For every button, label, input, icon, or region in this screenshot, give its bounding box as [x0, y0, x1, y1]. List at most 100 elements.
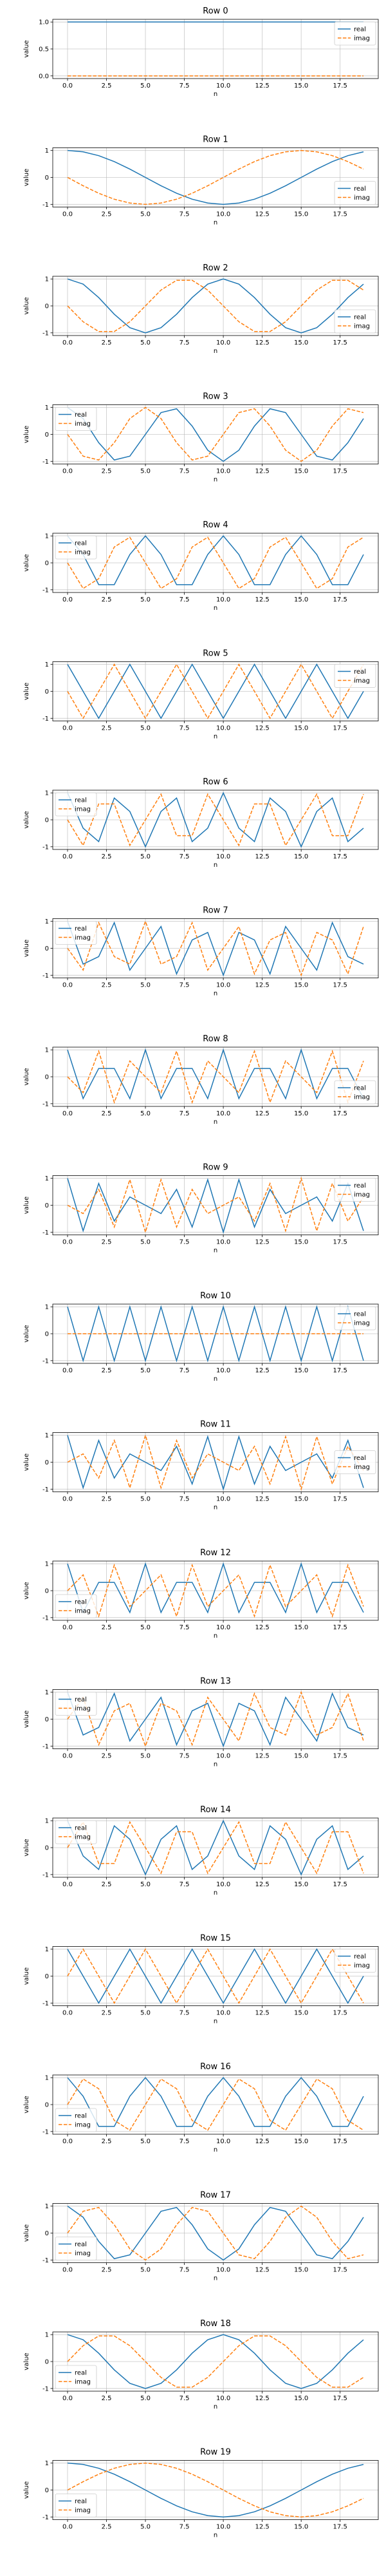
x-tick-label: 0.0 [62, 1753, 73, 1760]
series-line-imag [67, 1948, 364, 2004]
legend-label: real [354, 668, 366, 676]
subplot-title: Row 8 [203, 1034, 228, 1044]
x-tick-label: 15.0 [294, 2138, 308, 2145]
x-tick-label: 17.5 [333, 2138, 347, 2145]
subplot-title: Row 0 [203, 6, 228, 16]
x-tick-label: 0.0 [62, 1881, 73, 1888]
plot-frame [52, 19, 379, 79]
x-tick-label: 10.0 [216, 1881, 230, 1888]
series-line-imag [67, 2462, 364, 2518]
subplot-row-9: Row 9 0.0 2.5 5.0 7.5 10.0 12.5 15.0 17.5 -1 0 1 n va… [23, 1163, 379, 1255]
x-tick-label: 10.0 [216, 982, 230, 989]
subplot-title: Row 19 [200, 2448, 231, 2458]
legend: real imag [334, 309, 376, 334]
y-axis-label: value [23, 1582, 30, 1599]
subplot-title: Row 6 [203, 777, 228, 787]
legend: real imag [334, 1949, 376, 1973]
plot-frame [52, 2074, 379, 2135]
series-line-real [67, 535, 364, 585]
x-tick-label: 15.0 [294, 2395, 308, 2402]
x-tick-label: 5.0 [140, 1239, 151, 1246]
plot-frame [52, 1817, 379, 1878]
y-tick-label: 1 [45, 1818, 49, 1825]
series-line-imag [67, 536, 364, 589]
y-tick-label: 0 [45, 2230, 49, 2237]
subplot-title: Row 4 [203, 520, 228, 530]
x-tick-label: 17.5 [333, 2010, 347, 2017]
x-tick-label: 17.5 [333, 1239, 347, 1246]
legend-label: real [354, 1311, 366, 1318]
y-tick-label: 1 [45, 2460, 49, 2467]
series-line-imag [67, 1821, 364, 1875]
x-tick-label: 5.0 [140, 468, 151, 475]
legend-label: imag [354, 194, 370, 202]
y-tick-label: -1 [42, 2514, 49, 2521]
legend: real imag [55, 2237, 97, 2260]
x-tick-label: 17.5 [333, 2267, 347, 2274]
legend: real imag [334, 1306, 376, 1331]
x-tick-label: 0.0 [62, 1624, 73, 1631]
x-axis-label: n [214, 348, 217, 355]
x-tick-label: 17.5 [333, 982, 347, 989]
y-tick-label: -1 [42, 2000, 49, 2007]
x-tick-label: 17.5 [333, 596, 347, 603]
subplot-row-7: Row 7 0.0 2.5 5.0 7.5 10.0 12.5 15.0 17.5 -1 0 1 n va… [23, 906, 379, 998]
x-tick-label: 10.0 [216, 596, 230, 603]
x-tick-label: 10.0 [216, 2010, 230, 2017]
x-tick-label: 15.0 [294, 1881, 308, 1888]
x-tick-label: 17.5 [333, 82, 347, 90]
legend: real imag [55, 2365, 97, 2389]
x-tick-label: 0.0 [62, 596, 73, 603]
x-axis-label: n [214, 734, 217, 741]
y-tick-label: 0 [45, 1845, 49, 1852]
x-axis-label: n [214, 1504, 217, 1511]
x-tick-label: 17.5 [333, 1367, 347, 1374]
y-tick-label: 0 [45, 1331, 49, 1338]
x-tick-label: 0.0 [62, 982, 73, 989]
series-line-real [67, 149, 364, 205]
series-line-real [67, 921, 364, 977]
subplot-row-2: Row 2 0.0 2.5 5.0 7.5 10.0 12.5 15.0 17.5 -1 0 1 n va… [23, 263, 379, 355]
y-tick-label: 1 [45, 147, 49, 155]
x-tick-label: 0.0 [62, 1367, 73, 1374]
x-tick-label: 7.5 [179, 1110, 190, 1117]
x-axis-label: n [214, 2532, 217, 2539]
x-tick-label: 17.5 [333, 2395, 347, 2402]
x-tick-label: 2.5 [102, 1753, 112, 1760]
legend-label: real [75, 2241, 87, 2248]
subplot-row-6: Row 6 0.0 2.5 5.0 7.5 10.0 12.5 15.0 17.5 -1 0 1 n va… [23, 777, 379, 869]
x-tick-label: 5.0 [140, 596, 151, 603]
y-tick-label: 1 [45, 533, 49, 540]
x-tick-label: 15.0 [294, 82, 308, 90]
legend-box [55, 1594, 97, 1618]
x-axis-label: n [214, 1761, 217, 1768]
y-tick-label: 1 [45, 2075, 49, 2082]
legend-box [55, 2494, 97, 2517]
x-tick-label: 7.5 [179, 1367, 190, 1374]
y-tick-label: -1 [42, 330, 49, 337]
x-tick-label: 15.0 [294, 2010, 308, 2017]
series-line-real [67, 1178, 364, 1234]
series-line-real [67, 2462, 364, 2518]
x-tick-label: 12.5 [255, 1496, 269, 1503]
x-tick-label: 2.5 [102, 2267, 112, 2274]
y-tick-label: -1 [42, 844, 49, 851]
legend-box [55, 535, 97, 560]
x-tick-label: 10.0 [216, 725, 230, 732]
legend-label: real [354, 1455, 366, 1462]
y-tick-label: 0 [45, 431, 49, 439]
x-tick-label: 12.5 [255, 982, 269, 989]
subplot-row-12: Row 12 0.0 2.5 5.0 7.5 10.0 12.5 15.0 17.5 -1 0 1 n v… [23, 1548, 379, 1640]
legend-label: imag [75, 934, 91, 942]
x-tick-label: 0.0 [62, 82, 73, 90]
legend-label: real [75, 2498, 87, 2505]
subplot-title: Row 11 [200, 1420, 231, 1430]
legend-label: imag [75, 1834, 91, 1841]
y-tick-label: -1 [42, 2128, 49, 2136]
x-tick-label: 12.5 [255, 2395, 269, 2402]
x-tick-label: 10.0 [216, 82, 230, 90]
y-axis-label: value [23, 2224, 30, 2242]
legend-label: imag [354, 35, 370, 43]
x-tick-label: 5.0 [140, 82, 151, 90]
